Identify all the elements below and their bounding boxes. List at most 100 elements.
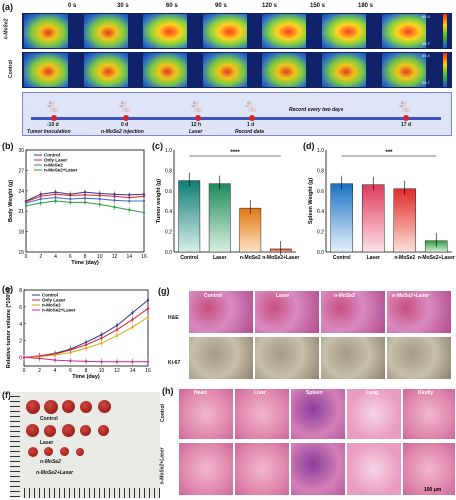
- y-tick-label: 1.0: [165, 148, 172, 154]
- h-col-label: Liver: [254, 390, 266, 396]
- x-tick-label: 16: [145, 368, 151, 374]
- x-tick-label: 2: [39, 254, 42, 260]
- legend-label: n-MoSe2+Laser: [44, 168, 78, 173]
- y-tick-label: 8: [19, 288, 22, 294]
- legend-label: Only Laser: [42, 298, 66, 303]
- panel-h-label: (h): [162, 386, 174, 396]
- panel-g-label: (g): [158, 286, 170, 296]
- time-label: 30 s: [117, 3, 129, 9]
- data-point: [84, 360, 88, 363]
- y-tick-label: 0.0: [317, 250, 324, 256]
- data-point: [38, 357, 41, 360]
- x-axis-title: Time (day): [71, 260, 99, 266]
- x-tick-label: 12: [114, 368, 120, 374]
- panel-e-label: (e): [2, 284, 13, 294]
- y-axis-title: Body Weight (g): [8, 180, 14, 222]
- x-tick-label: 16: [141, 254, 147, 260]
- mouse-icon: 🐁: [189, 99, 204, 113]
- data-point: [100, 342, 103, 345]
- panel-d-label: (d): [303, 141, 315, 151]
- mouse-icon: 🐁: [45, 99, 60, 113]
- category-label: Control: [333, 255, 351, 261]
- h-row-label: n-MoSe2+Laser: [159, 447, 166, 485]
- y-tick-label: 6: [19, 305, 22, 311]
- x-tick-label: 4: [54, 368, 57, 374]
- scale-bar-label: 100 μm: [424, 487, 442, 493]
- mouse-icon: 🐁: [117, 99, 132, 113]
- time-label: 60 s: [166, 3, 178, 9]
- data-point: [98, 197, 101, 201]
- scale-min: 26.7: [422, 41, 430, 46]
- series-line: [23, 316, 149, 359]
- mouse-icon: 🐁: [397, 99, 412, 113]
- category-label: n-MoSe2+Laser: [262, 255, 299, 261]
- time-label: 0 s: [68, 3, 77, 9]
- data-point: [69, 201, 72, 204]
- spleen-weight-chart: 0.0 0.2 0.4 0.6 0.8 1.0 Control Laser n-MoSe2 n-M…: [308, 148, 455, 261]
- category-label: Laser: [213, 255, 226, 261]
- panel-a-label: (a): [2, 2, 13, 12]
- x-tick-label: 4: [54, 254, 57, 260]
- x-tick-label: 6: [69, 368, 72, 374]
- legend-label: n-MoSe2+Laser: [42, 308, 76, 313]
- timeline-event: n-MoSe2 injection: [101, 129, 144, 135]
- bar: [330, 183, 354, 253]
- sig-label: ****: [230, 150, 240, 156]
- category-label: Control: [180, 255, 198, 261]
- y-axis-title: Relative tumor volume (*100%): [6, 288, 12, 369]
- row-label-nmose2: n-MoSe2: [3, 18, 10, 40]
- timeline-time: 0 d: [121, 122, 129, 128]
- time-label: 150 s: [310, 3, 326, 9]
- y-tick-label: 0.6: [317, 189, 324, 195]
- bar: [393, 188, 417, 253]
- data-point: [39, 197, 42, 201]
- data-point: [115, 328, 119, 331]
- x-tick-label: 0: [25, 254, 28, 260]
- data-point: [69, 359, 72, 363]
- scale-max: 65.4: [422, 14, 430, 19]
- bar: [361, 184, 385, 253]
- y-tick-label: 0.8: [317, 168, 324, 174]
- y-tick-label: 30: [18, 148, 24, 154]
- x-tick-label: 10: [99, 368, 105, 374]
- data-point: [24, 204, 28, 207]
- thermal-row-2: 65.4 26.7: [22, 52, 452, 88]
- y-tick-label: 24: [18, 189, 24, 195]
- plot-frame: [23, 289, 149, 367]
- bar: [178, 180, 201, 253]
- timeline-time: 1 d: [247, 122, 255, 128]
- thermal-time-labels: 0 s 30 s 60 s 90 s 120 s 150 s 180 s: [60, 3, 400, 13]
- tumor-weight-chart: 0.0 0.2 0.4 0.6 0.8 1.0 Control Laser n-MoSe2 n-M…: [156, 148, 299, 261]
- g-col-label: n-MoSe2+Laser: [392, 293, 430, 299]
- y-tick-label: 0.2: [317, 230, 324, 236]
- data-point: [142, 195, 146, 198]
- data-point: [146, 307, 150, 310]
- data-point: [115, 334, 119, 337]
- y-tick-label: 0.4: [165, 209, 172, 215]
- data-point: [115, 324, 119, 327]
- data-point: [83, 201, 87, 204]
- bar: [239, 207, 262, 253]
- x-tick-label: 6: [69, 254, 72, 260]
- y-tick-label: 0.4: [317, 209, 324, 215]
- panel-f-label: (f): [2, 390, 11, 400]
- h-col-label: Lung: [366, 390, 379, 396]
- timeline-time: 12 h: [191, 122, 202, 128]
- f-group-label: n-MoSe2: [40, 459, 61, 465]
- time-label: 120 s: [262, 3, 278, 9]
- data-point: [100, 336, 103, 340]
- x-tick-label: 2: [38, 368, 41, 374]
- data-point: [128, 196, 131, 199]
- data-point: [128, 199, 131, 203]
- timeline-event: Record every two days: [289, 107, 344, 113]
- y-tick-label: 0.8: [165, 168, 172, 174]
- data-point: [84, 347, 88, 350]
- y-tick-label: 0.0: [165, 250, 172, 256]
- sig-label: ***: [385, 150, 393, 156]
- legend-label: Control: [42, 293, 58, 298]
- g-col-label: Laser: [276, 293, 290, 299]
- data-point: [100, 333, 103, 336]
- legend-label: n-MoSe2: [42, 303, 61, 308]
